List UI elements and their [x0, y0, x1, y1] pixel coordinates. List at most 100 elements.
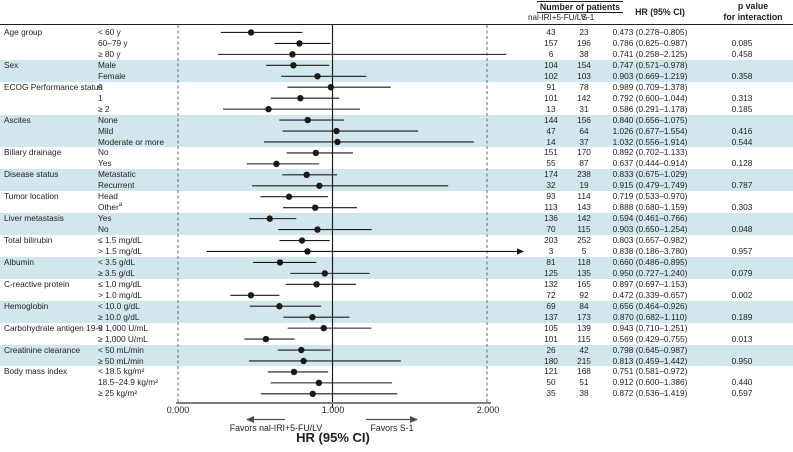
group-label: Total bilirubin — [4, 235, 53, 246]
hr-ci-text: 0.903 (0.669–1.219) — [612, 70, 688, 81]
p-interaction-value: 0.313 — [731, 92, 753, 103]
table-row: Disease status Metastatic 174 238 0.833 (0.6… — [0, 169, 793, 180]
favors-right-label: Favors S-1 — [370, 423, 414, 433]
subgroup-label: Metastatic — [98, 169, 136, 180]
subgroup-label: 18.5–24.9 kg/m² — [98, 377, 158, 388]
table-row: Tumor location Head 93 114 0.719 (0.533–0.97… — [0, 191, 793, 202]
group-band — [0, 59, 793, 82]
subgroup-label: ≤ 1.5 mg/dL — [98, 235, 142, 246]
point-estimate — [276, 259, 284, 266]
n-arm2: 78 — [579, 81, 589, 92]
group-label: Body mass index — [4, 366, 68, 377]
p-interaction-value: 0.085 — [731, 37, 753, 48]
n-arm2: 37 — [579, 136, 589, 147]
group-label: Liver metastasis — [4, 213, 64, 224]
hr-ci-text: 0.786 (0.625–0.987) — [612, 37, 688, 48]
p-interaction-value — [711, 279, 773, 290]
n-arm2: 84 — [579, 300, 589, 311]
group-label: Disease status — [4, 169, 59, 180]
n-arm1: 151 — [544, 147, 558, 158]
table-row: Body mass index < 18.5 kg/m² 121 168 0.751 (… — [0, 366, 793, 377]
n-arm2: 115 — [577, 224, 591, 235]
subgroup-label: < 50 mL/min — [98, 344, 144, 355]
table-row: Mild 47 64 1.026 (0.677–1.554) 0.416 — [0, 126, 793, 137]
point-estimate — [321, 270, 328, 277]
n-arm2: 168 — [577, 366, 591, 377]
subgroup-label: ≥ 1,000 U/mL — [98, 333, 148, 344]
table-row: ECOG Performance status 0 91 78 0.989 (0.709… — [0, 82, 793, 93]
table-row: Female 102 103 0.903 (0.669–1.219) 0.358 — [0, 71, 793, 82]
n-arm1: 144 — [544, 114, 558, 125]
subgroup-label: No — [98, 224, 109, 235]
point-estimate — [273, 160, 280, 168]
x-axis-title: HR (95% CI) — [296, 430, 370, 445]
subgroup-label: Yes — [98, 213, 112, 224]
n-arm1: 101 — [544, 92, 558, 103]
ci-truncation-arrowhead — [517, 248, 524, 255]
hr-ci-text: 1.026 (0.677–1.554) — [612, 125, 688, 136]
p-interaction-value — [711, 169, 773, 180]
table-row: Yes 55 87 0.637 (0.444–0.914) 0.128 — [0, 158, 793, 169]
hr-ci-text: 0.472 (0.339–0.657) — [612, 289, 688, 300]
subgroup-label: ≥ 50 mL/min — [98, 355, 144, 366]
table-row: Moderate or more 14 37 1.032 (0.556–1.914) 0… — [0, 137, 793, 148]
p-value-header-line2: for interaction — [723, 11, 783, 22]
point-estimate — [276, 303, 283, 310]
point-estimate — [315, 379, 323, 387]
p-interaction-value: 0.957 — [731, 246, 753, 256]
subgroup-label: < 10.0 g/dL — [98, 300, 140, 311]
table-row: Biliary drainage No 151 170 0.892 (0.702–1.1… — [0, 147, 793, 158]
p-interaction-value — [711, 366, 773, 377]
n-arm2: 173 — [577, 311, 591, 322]
n-arm2: 143 — [577, 202, 591, 213]
n-arm1: 3 — [548, 246, 554, 256]
table-row: Age group < 60 y 43 23 0.473 (0.278–0.805) — [0, 27, 793, 38]
n-arm1: 81 — [546, 256, 556, 267]
n-arm1: 125 — [544, 267, 558, 278]
table-row: > 1.0 mg/dL 72 92 0.472 (0.339–0.657) 0.002 — [0, 290, 793, 301]
n-arm1: 121 — [544, 366, 558, 377]
p-interaction-value — [711, 191, 773, 202]
hr-ci-text: 0.950 (0.727–1.240) — [612, 267, 688, 278]
subgroup-label: < 1,000 U/mL — [98, 322, 149, 333]
point-estimate — [311, 204, 319, 211]
n-arm1: 50 — [546, 377, 556, 388]
n-arm2: 142 — [577, 213, 591, 224]
point-estimate — [298, 237, 306, 244]
table-row: 60–79 y 157 196 0.786 (0.625–0.987) 0.085 — [0, 38, 793, 49]
favors-left-arrowhead — [246, 416, 254, 423]
hr-ci-text: 0.872 (0.536–1.419) — [612, 388, 688, 399]
p-interaction-value — [711, 345, 773, 356]
n-arm1: 14 — [546, 136, 556, 147]
group-label: Carbohydrate antigen 19-9 — [4, 322, 103, 333]
point-estimate — [298, 346, 305, 354]
header-separator-rule — [0, 24, 793, 25]
n-arm1: 35 — [546, 388, 556, 399]
n-arm1: 55 — [546, 158, 556, 169]
group-label: ECOG Performance status — [4, 81, 103, 92]
table-row: > 1.5 mg/dL 3 5 0.838 (0.186–3.780) 0.957 — [0, 246, 793, 257]
hr-ci-text: 0.888 (0.680–1.159) — [612, 202, 688, 213]
hr-ci-text: 0.943 (0.710–1.251) — [612, 322, 688, 333]
n-arm1: 104 — [544, 59, 558, 70]
group-label: Ascites — [4, 114, 31, 125]
n-arm2: 196 — [577, 37, 591, 48]
p-interaction-value: 0.185 — [731, 103, 753, 114]
table-row: Albumin < 3.5 g/dL 81 118 0.660 (0.486–0.895… — [0, 257, 793, 268]
point-estimate — [314, 73, 321, 80]
p-interaction-value: 0.950 — [731, 355, 753, 366]
hr-ci-text: 0.586 (0.291–1.178) — [612, 103, 688, 114]
n-arm1: 13 — [546, 103, 556, 114]
point-estimate — [285, 193, 293, 200]
p-interaction-value — [711, 301, 773, 312]
n-arm2: 135 — [577, 267, 591, 278]
group-label: Creatinine clearance — [4, 344, 81, 355]
table-row: Liver metastasis Yes 136 142 0.594 (0.461–0.… — [0, 213, 793, 224]
n-arm1: 70 — [546, 224, 556, 235]
p-interaction-value: 0.048 — [731, 224, 753, 235]
p-interaction-value: 0.128 — [731, 158, 753, 169]
n-arm1: 93 — [546, 191, 556, 202]
p-interaction-value — [711, 213, 773, 224]
group-label: Albumin — [4, 256, 34, 267]
